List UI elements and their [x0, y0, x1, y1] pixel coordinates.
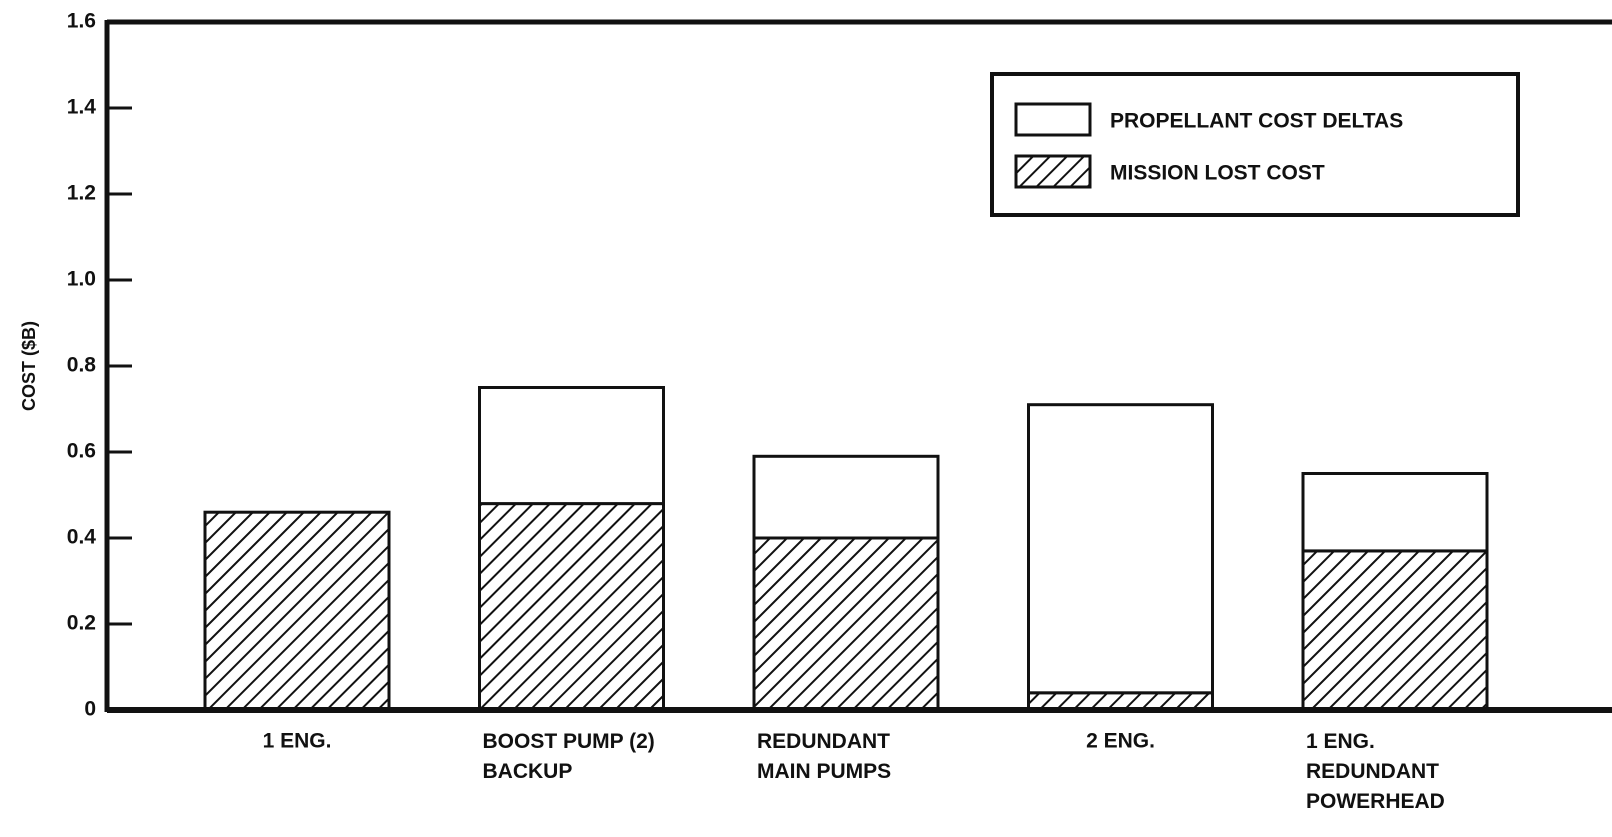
- y-tick-label: 1.2: [67, 182, 96, 205]
- bar-segment: [1027, 403, 1214, 695]
- y-tick-label: 0.2: [67, 612, 96, 635]
- legend-swatch: [1014, 154, 1092, 189]
- y-tick-label: 1.4: [67, 96, 97, 119]
- legend-swatch: [1014, 102, 1092, 137]
- legend-label: MISSION LOST COST: [1110, 162, 1325, 185]
- x-tick-label: REDUNDANT MAIN PUMPS: [757, 730, 891, 783]
- x-tick-label: BOOST PUMP (2) BACKUP: [483, 730, 655, 783]
- legend-box: [990, 72, 1520, 217]
- y-tick-label: 0.6: [67, 440, 96, 463]
- legend-label: PROPELLANT COST DELTAS: [1110, 110, 1403, 133]
- y-tick-label: 0.4: [67, 526, 97, 549]
- bar-segment: [203, 510, 391, 712]
- y-tick-label: 0.8: [67, 354, 97, 377]
- bar-segment: [478, 386, 665, 506]
- bar-segment: [752, 536, 940, 712]
- bar-segment: [1301, 472, 1489, 553]
- x-tick-label: 1 ENG. REDUNDANT POWERHEAD: [1306, 730, 1445, 813]
- y-tick-label: 0: [84, 698, 96, 721]
- bar-segment: [752, 454, 940, 540]
- bar-segment: [478, 502, 665, 712]
- y-tick-label: 1.0: [67, 268, 96, 291]
- y-tick-label: 1.6: [67, 10, 96, 33]
- bar-segment: [1301, 549, 1489, 712]
- x-tick-label: 1 ENG.: [263, 730, 332, 753]
- x-tick-label: 2 ENG.: [1086, 730, 1155, 753]
- y-axis-label: COST ($B): [19, 321, 39, 411]
